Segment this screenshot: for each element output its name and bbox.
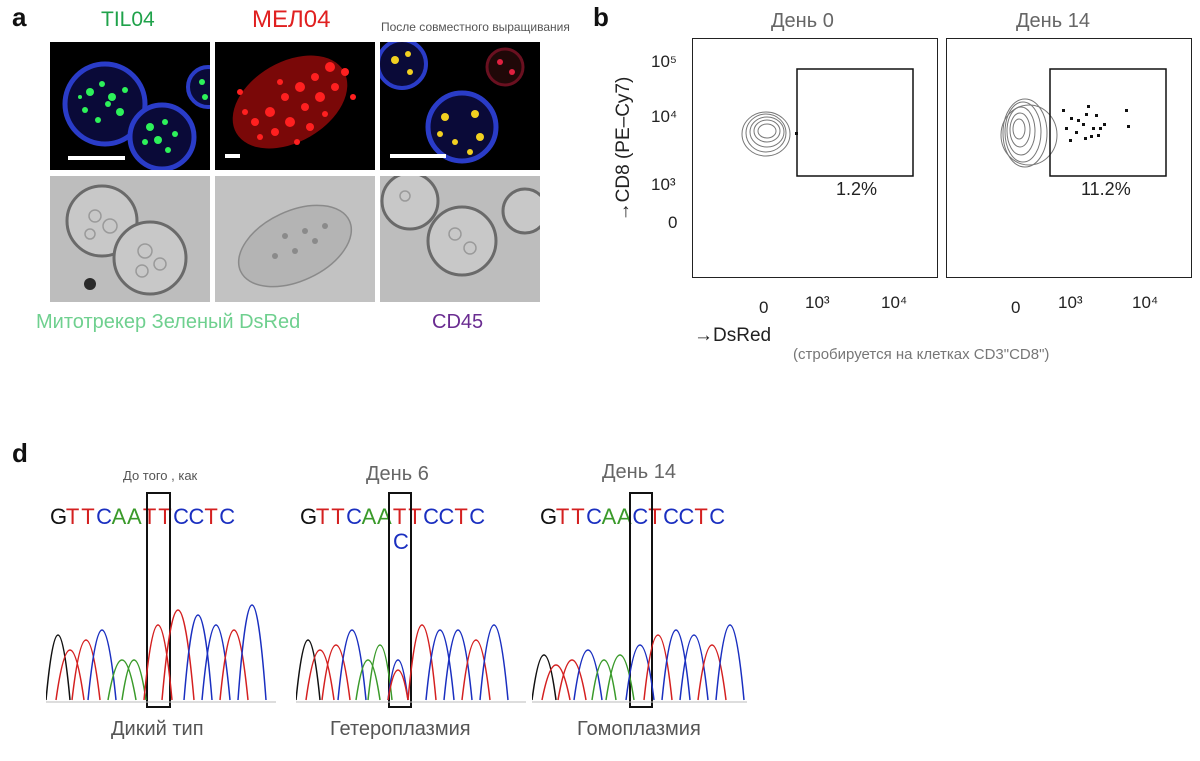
base: T [331,504,346,529]
base: C [173,504,191,529]
x-tick-0-plot2: 0 [1011,298,1021,317]
x-tick-1e4-plot1: 10⁴ [881,293,908,312]
wild-type-caption: Дикий тип [111,718,204,740]
chromatogram-3 [532,492,747,708]
y-tick-1e3: 10³ [651,175,676,194]
til04-title: TIL04 [101,8,155,31]
heteroplasmy-caption: Гетероплазмия [330,718,471,740]
base: T [555,504,571,529]
coculture-brightfield-image [380,176,540,302]
base: T [571,504,586,529]
chromatogram-2 [296,492,526,708]
extra-base-c: C [393,529,410,554]
mitotracker-label: Митотрекер Зеленый DsRed [36,311,301,333]
gating-note: (стробируется на клетках CD3"CD8") [793,346,1050,363]
x-tick-1e3-plot1: 10³ [805,293,830,312]
base: T [204,504,219,529]
panel-b-letter: b [593,2,609,32]
base: A [601,504,618,529]
gate-percent-day0: 1.2% [836,179,878,199]
trace3-title: День 14 [602,461,676,483]
base: C [438,504,456,529]
base: G [50,504,69,529]
gate-percent-day14: 11.2% [1081,179,1131,199]
y-tick-1e5: 10⁵ [651,52,677,71]
mel04-title: МЕЛ04 [252,6,331,33]
x-tick-1e3-plot2: 10³ [1058,293,1083,312]
day14-title: День 14 [1016,10,1090,32]
trace1-title: До того , как [123,468,198,483]
flow-plot-day0 [692,38,938,282]
base: A [361,504,378,529]
chromatogram-1 [46,492,276,708]
base: T [315,504,331,529]
cd45-label: CD45 [432,311,484,333]
dsred-axis-label: →DsRed [694,325,772,346]
base: C [469,504,487,529]
base: T [392,504,408,529]
til04-fluorescence-image [50,42,210,170]
cd8-axis-label: →CD8 (PE–Cy7) [613,76,634,222]
base: C [219,504,237,529]
x-tick-0-plot1: 0 [759,298,769,317]
til04-brightfield-image [50,176,210,302]
mel04-fluorescence-image [215,42,375,170]
base: G [300,504,319,529]
base: G [540,504,559,529]
sequence-row-1: GTTCAATTCCTC [50,504,235,530]
base: C [709,504,727,529]
base: C [632,504,650,529]
base: C [423,504,441,529]
base: A [126,504,143,529]
base: C [663,504,681,529]
panel-a-letter: a [12,2,27,32]
base: T [694,504,709,529]
base: A [376,504,393,529]
mel04-brightfield-image [215,176,375,302]
base: C [188,504,206,529]
y-tick-1e4: 10⁴ [651,107,678,126]
panel-d-letter: d [12,438,28,468]
base: T [158,504,173,529]
homoplasmy-caption: Гомоплазмия [577,718,701,740]
base: C [586,504,604,529]
base: C [678,504,696,529]
sequence-row-3: GTTCAACTCCTC [540,504,725,530]
base: T [81,504,96,529]
base: A [616,504,633,529]
flow-plot-day14 [946,38,1192,282]
base: A [111,504,128,529]
base: T [454,504,469,529]
coculture-title: После совместного выращивания [381,20,570,34]
base: C [96,504,114,529]
base: T [65,504,81,529]
y-tick-0: 0 [668,213,678,232]
coculture-fluorescence-image [380,42,540,170]
day0-title: День 0 [771,10,834,32]
x-tick-1e4-plot2: 10⁴ [1132,293,1159,312]
trace2-title: День 6 [366,463,429,485]
base: C [346,504,364,529]
